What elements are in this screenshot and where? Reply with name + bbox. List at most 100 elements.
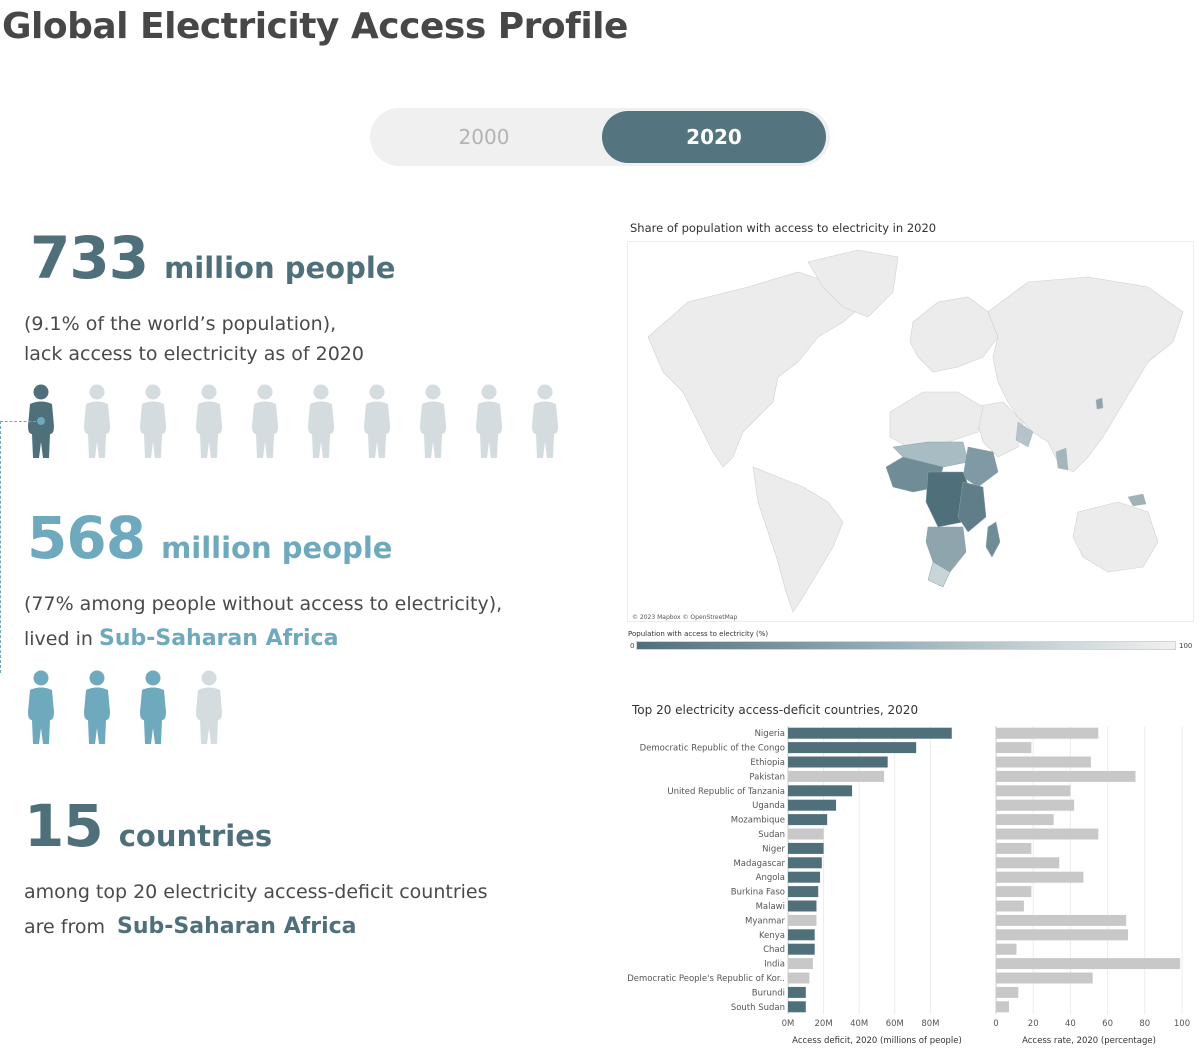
bar [788, 972, 810, 984]
person-icon [517, 384, 573, 460]
region-europe [909, 296, 999, 373]
person-icon [69, 384, 125, 460]
bar [996, 1001, 1010, 1013]
axis-tick-label: 60M [886, 1019, 904, 1029]
map-legend-max: 100 [1179, 642, 1193, 650]
category-label: Democratic People's Republic of Kor.. [627, 974, 785, 984]
pictogram-row-population [13, 384, 573, 460]
axis-tick-label: 0 [993, 1019, 998, 1029]
bar [996, 727, 1099, 739]
bar [788, 842, 824, 854]
bar [788, 727, 952, 739]
region-myanmar-area [1055, 447, 1069, 471]
category-label: Nigeria [755, 729, 785, 739]
pictogram-row-ssa [13, 670, 237, 746]
connector-line [0, 421, 36, 422]
bar [788, 886, 819, 898]
category-label: Democratic Republic of the Congo [640, 744, 785, 754]
bar [996, 828, 1099, 840]
bar [788, 986, 806, 998]
region-horn-of-africa [962, 446, 999, 488]
axis-tick-label: 40M [850, 1019, 868, 1029]
stat-countries-line1: among top 20 electricity access-deficit … [24, 881, 488, 903]
stat-ssa-line2-prefix: lived in [24, 628, 93, 650]
bar [996, 842, 1032, 854]
bar-chart-title: Top 20 electricity access-deficit countr… [632, 703, 919, 717]
bar [996, 756, 1091, 768]
bar [996, 785, 1071, 797]
bar [788, 929, 815, 941]
region-australia [1072, 501, 1159, 573]
region-south-america [752, 466, 844, 613]
category-label: Burundi [752, 988, 785, 998]
category-label: Burkina Faso [731, 888, 785, 898]
person-icon [405, 384, 461, 460]
stat-ssa-line1: (77% among people without access to elec… [24, 593, 503, 615]
bar [996, 742, 1032, 754]
bar [996, 929, 1129, 941]
world-map-graphic: © 2023 Mapbox © OpenStreetMap [632, 249, 1184, 621]
category-label: Myanmar [745, 916, 785, 926]
axis-tick-label: 100 [1174, 1019, 1190, 1029]
bar [996, 871, 1084, 883]
stat-countries-unit: countries [118, 819, 273, 853]
category-label: Malawi [756, 902, 785, 912]
world-map[interactable]: © 2023 Mapbox © OpenStreetMap [627, 241, 1194, 622]
category-label: Mozambique [731, 816, 785, 826]
person-icon [69, 670, 125, 746]
region-east-africa [957, 481, 987, 533]
year-option-2020[interactable]: 2020 [602, 111, 826, 163]
axis-tick-label: 60 [1102, 1019, 1113, 1029]
bar [788, 742, 917, 754]
bar [788, 814, 828, 826]
axis-tick-label: 40 [1065, 1019, 1076, 1029]
stat-ssa-unit: million people [161, 531, 393, 565]
region-asia [987, 276, 1184, 473]
year-option-2000[interactable]: 2000 [458, 125, 510, 149]
category-label: Pakistan [749, 772, 785, 782]
person-icon [293, 384, 349, 460]
stat-lacking: 733 million people [30, 224, 395, 292]
bar [996, 886, 1032, 898]
region-pakistan-area [1015, 421, 1034, 448]
map-attribution: © 2023 Mapbox © OpenStreetMap [632, 614, 738, 621]
bar [996, 914, 1127, 926]
stat-ssa: 568 million people [27, 504, 392, 572]
stat-countries-number: 15 [24, 792, 104, 860]
stat-countries-highlight: Sub-Saharan Africa [117, 914, 357, 939]
bar [996, 958, 1181, 970]
bar [996, 814, 1054, 826]
stat-ssa-highlight: Sub-Saharan Africa [98, 626, 339, 651]
bar [996, 857, 1060, 869]
person-icon [125, 670, 181, 746]
bar [788, 900, 817, 912]
map-legend-title: Population with access to electricity (%… [628, 630, 769, 638]
category-label: Chad [763, 945, 785, 955]
bar [996, 900, 1024, 912]
region-png-area [1127, 493, 1147, 507]
category-label: Kenya [759, 931, 785, 941]
bar [996, 986, 1019, 998]
stat-ssa-line2: lived in Sub-Saharan Africa [24, 626, 338, 651]
person-icon [13, 670, 69, 746]
region-greenland [807, 249, 899, 318]
axis-tick-label: 0M [782, 1019, 795, 1029]
bar [996, 943, 1017, 955]
axis-title: Access deficit, 2020 (millions of people… [792, 1036, 962, 1046]
axis-tick-label: 20 [1028, 1019, 1039, 1029]
bar [788, 799, 837, 811]
bar [996, 972, 1093, 984]
person-icon [349, 384, 405, 460]
category-label: India [764, 960, 785, 970]
category-label: Niger [762, 844, 785, 854]
person-icon [181, 384, 237, 460]
stat-countries: 15 countries [24, 792, 272, 860]
axis-tick-label: 80M [921, 1019, 939, 1029]
category-label: Angola [756, 873, 785, 883]
page-title: Global Electricity Access Profile [2, 6, 628, 47]
year-toggle[interactable]: 2000 2020 [370, 108, 830, 166]
stat-lacking-number: 733 [30, 224, 149, 292]
bar [788, 785, 853, 797]
person-icon [237, 384, 293, 460]
bar [788, 871, 821, 883]
